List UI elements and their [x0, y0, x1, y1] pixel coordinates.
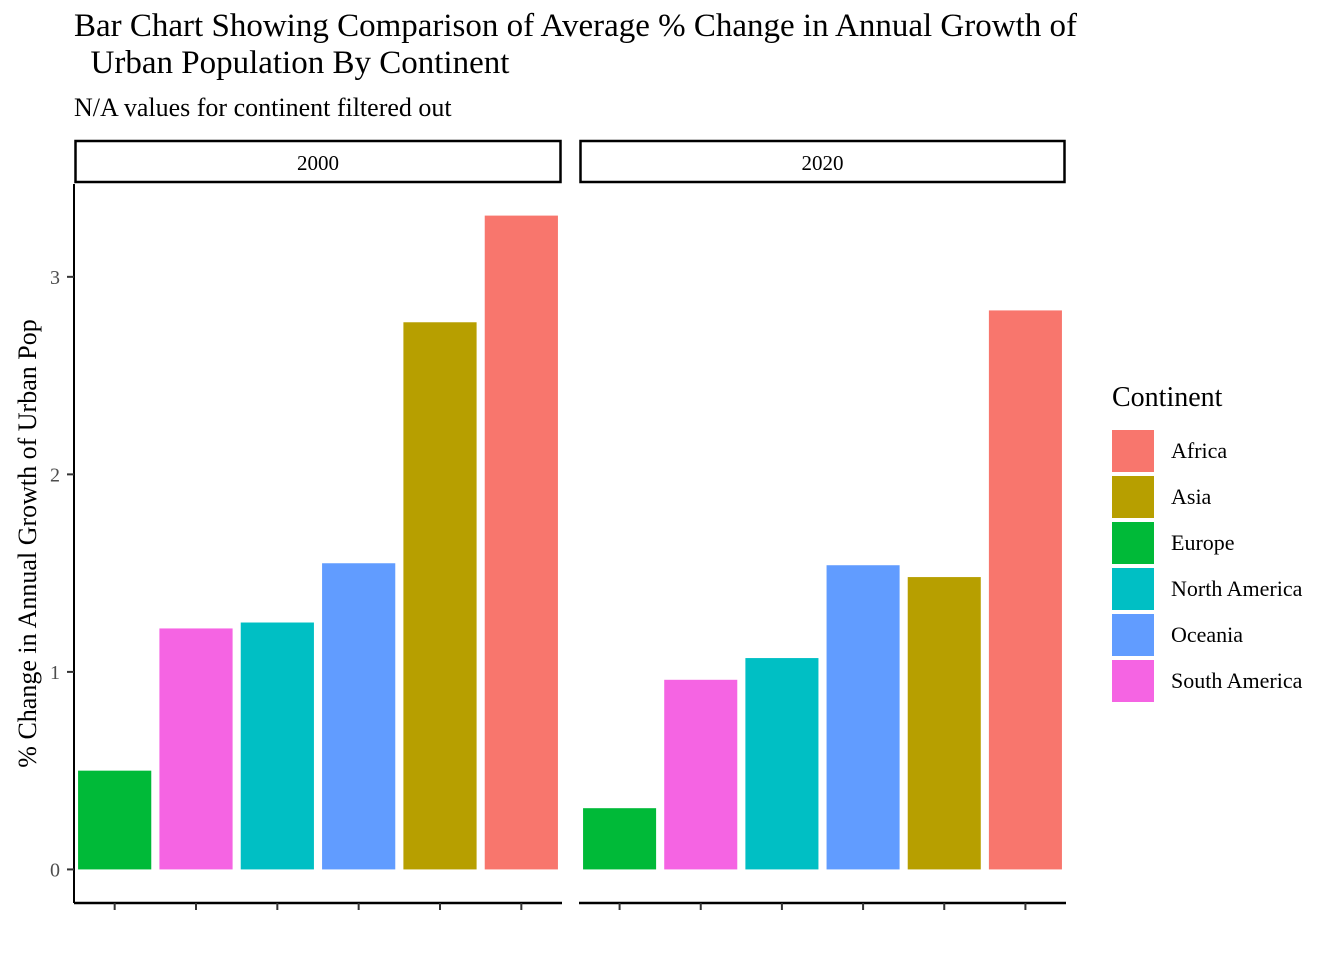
bar-asia — [403, 322, 477, 870]
bar-south-america — [664, 679, 738, 870]
legend-label: Oceania — [1171, 622, 1244, 647]
legend-label: South America — [1171, 668, 1303, 693]
bar-asia — [907, 577, 981, 870]
bar-africa — [988, 310, 1062, 870]
y-tick-label: 1 — [50, 662, 60, 684]
legend-key — [1112, 614, 1154, 656]
chart-title: Bar Chart Showing Comparison of Average … — [74, 8, 1077, 81]
legend-item: Europe — [1112, 520, 1302, 566]
facet-strip — [579, 139, 1066, 184]
legend-item: North America — [1112, 566, 1302, 612]
legend-item: Oceania — [1112, 612, 1302, 658]
legend-item: Africa — [1112, 428, 1302, 474]
legend-key — [1112, 430, 1154, 472]
legend-key — [1112, 568, 1154, 610]
legend-label: North America — [1171, 576, 1303, 601]
bar-oceania — [322, 563, 396, 870]
bar-oceania — [826, 565, 900, 870]
legend-label: Asia — [1171, 484, 1212, 509]
legend-item: Asia — [1112, 474, 1302, 520]
bar-europe — [78, 770, 152, 870]
legend: Continent Africa Asia Europe North America O… — [1112, 382, 1302, 704]
y-axis-title: % Change in Annual Growth of Urban Pop — [13, 319, 42, 767]
y-tick-label: 2 — [50, 464, 60, 486]
facet-strip-label: 2020 — [802, 151, 844, 175]
legend-key — [1112, 660, 1154, 702]
legend-key — [1112, 476, 1154, 518]
facet-strip-label: 2000 — [297, 151, 339, 175]
facet-strip — [74, 139, 562, 184]
legend-title: Continent — [1112, 382, 1223, 413]
y-tick-label: 0 — [50, 859, 60, 881]
bar-africa — [484, 215, 558, 870]
legend-label: Europe — [1171, 530, 1235, 555]
legend-item: South America — [1112, 658, 1302, 704]
chart-subtitle: N/A values for continent filtered out — [74, 93, 452, 122]
legend-label: Africa — [1171, 438, 1228, 463]
legend-key — [1112, 522, 1154, 564]
bar-north-america — [240, 622, 314, 870]
y-tick-label: 3 — [50, 267, 60, 289]
bar-north-america — [745, 658, 819, 870]
bar-europe — [583, 808, 657, 870]
bar-south-america — [159, 628, 233, 870]
